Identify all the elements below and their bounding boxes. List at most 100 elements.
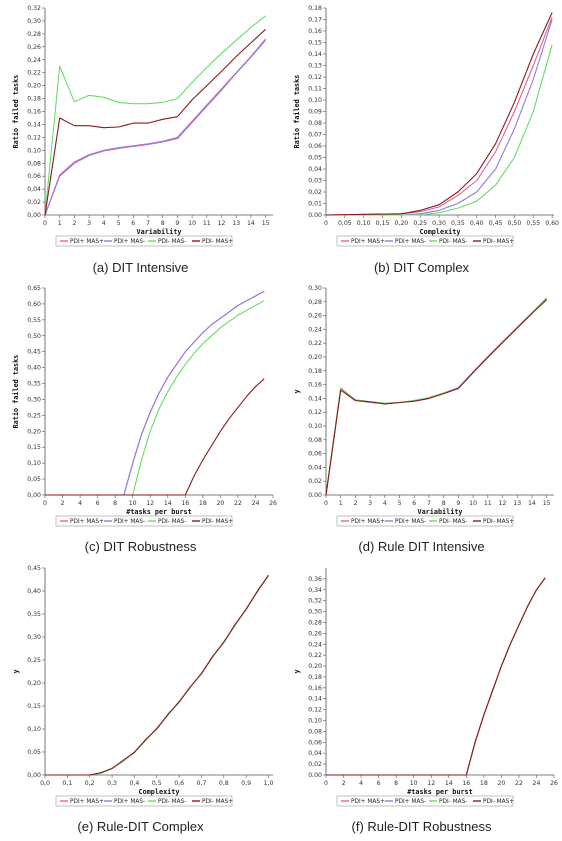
y-tick-label: 0,22 xyxy=(27,70,41,77)
x-axis-label: Variability xyxy=(417,508,462,516)
x-tick-label: 0 xyxy=(324,220,328,227)
x-tick-label: 2 xyxy=(342,780,346,787)
x-tick-label: 0,45 xyxy=(489,220,503,227)
y-tick-label: 0,03 xyxy=(308,178,322,185)
x-tick-label: 14 xyxy=(445,780,453,787)
series-line-pdi-mas- xyxy=(326,577,546,776)
y-tick-label: 0,06 xyxy=(308,143,322,150)
y-tick-label: 0,40 xyxy=(27,588,41,595)
y-tick-label: 0,02 xyxy=(308,761,322,768)
y-axis-label: Ratio failed tasks xyxy=(293,75,301,149)
series-line-pdi-mas- xyxy=(44,39,267,216)
x-axis-label: Complexity xyxy=(420,228,461,236)
y-axis-label: y xyxy=(293,389,301,393)
series-line-pdi-mas- xyxy=(44,38,267,216)
x-tick-label: 0,7 xyxy=(197,780,207,787)
series-line-pdi-mas- xyxy=(326,577,546,776)
y-tick-label: 0,10 xyxy=(308,718,322,725)
y-tick-label: 0,22 xyxy=(308,340,322,347)
x-tick-label: 0 xyxy=(43,500,47,507)
x-tick-label: 6 xyxy=(96,500,100,507)
x-tick-label: 5 xyxy=(398,500,402,507)
x-tick-label: 10 xyxy=(410,780,418,787)
y-tick-label: 0,08 xyxy=(308,120,322,127)
x-tick-label: 12 xyxy=(146,500,154,507)
y-tick-label: 0,12 xyxy=(27,134,41,141)
y-tick-label: 0,25 xyxy=(27,412,41,419)
x-tick-label: 14 xyxy=(164,500,172,507)
legend-label: PDI- MAS- xyxy=(158,239,186,245)
y-tick-label: 0,26 xyxy=(308,313,322,320)
legend-label: PDI- MAS- xyxy=(158,799,186,805)
x-tick-label: 11 xyxy=(203,220,211,227)
legend-label: PDI- MAS+ xyxy=(483,239,514,245)
y-tick-label: 0,28 xyxy=(27,31,41,38)
y-tick-label: 0,05 xyxy=(308,155,322,162)
y-tick-label: 0,32 xyxy=(308,598,322,605)
y-tick-label: 0,11 xyxy=(308,86,322,93)
y-tick-label: 0,10 xyxy=(27,147,41,154)
y-tick-label: 0,08 xyxy=(308,728,322,735)
x-tick-label: 3 xyxy=(368,500,372,507)
chart-b: 0,00 0,01 0,02 0,03 0,04 0,05 0,06 0,07 0,08 0,09… xyxy=(293,5,559,247)
y-tick-label: 0,10 xyxy=(308,423,322,430)
chart-panel-c: 0,00 0,05 0,10 0,15 0,20 0,25 0,30 0,35 0,40 0,45… xyxy=(0,280,281,560)
y-tick-label: 0,04 xyxy=(308,464,322,471)
x-tick-label: 14 xyxy=(528,500,536,507)
legend-label: PDI+ MAS+ xyxy=(351,799,385,805)
x-tick-label: 0,2 xyxy=(85,780,95,787)
y-tick-label: 0,40 xyxy=(27,365,41,372)
y-tick-label: 0,16 xyxy=(27,109,41,116)
x-axis-label: Complexity xyxy=(139,788,180,796)
legend-label: PDI+ MAS- xyxy=(114,519,145,525)
legend-label: PDI- MAS- xyxy=(158,519,186,525)
y-tick-label: 0,50 xyxy=(27,333,41,340)
x-tick-label: 0,50 xyxy=(508,220,522,227)
x-tick-label: 0,9 xyxy=(241,780,251,787)
x-tick-label: 0,30 xyxy=(432,220,446,227)
x-tick-label: 6 xyxy=(377,780,381,787)
legend-box xyxy=(55,515,233,527)
y-tick-label: 0,00 xyxy=(308,212,322,219)
x-tick-label: 5 xyxy=(117,220,121,227)
y-axis-label: y xyxy=(293,669,301,673)
legend-label: PDI- MAS+ xyxy=(483,799,514,805)
y-tick-label: 0,08 xyxy=(308,437,322,444)
series-line-pdi-mas- xyxy=(45,290,265,496)
y-tick-label: 0,14 xyxy=(308,51,322,58)
series-line-pdi-mas- xyxy=(45,575,269,776)
series-line-pdi-mas- xyxy=(45,378,265,496)
x-tick-label: 0 xyxy=(43,220,47,227)
x-tick-label: 0,0 xyxy=(40,780,50,787)
y-tick-label: 0,22 xyxy=(308,652,322,659)
y-tick-label: 0,45 xyxy=(27,565,41,572)
y-tick-label: 0,02 xyxy=(308,478,322,485)
y-tick-label: 0,02 xyxy=(27,199,41,206)
y-tick-label: 0,30 xyxy=(27,18,41,25)
x-tick-label: 11 xyxy=(484,500,492,507)
y-tick-label: 0,06 xyxy=(308,739,322,746)
x-tick-label: 6 xyxy=(412,500,416,507)
x-tick-label: 0,60 xyxy=(545,220,559,227)
x-tick-label: 0,1 xyxy=(62,780,72,787)
series-line-pdi-mas- xyxy=(45,574,269,776)
x-tick-label: 15 xyxy=(262,220,270,227)
x-tick-label: 13 xyxy=(513,500,521,507)
x-tick-label: 8 xyxy=(394,780,398,787)
x-tick-label: 16 xyxy=(181,500,189,507)
y-tick-label: 0,35 xyxy=(27,611,41,618)
y-tick-label: 0,15 xyxy=(27,444,41,451)
series-line-pdi-mas- xyxy=(326,44,553,216)
chart-panel-e: 0,00 0,05 0,10 0,15 0,20 0,25 0,30 0,35 0,40 0,45… xyxy=(0,560,281,840)
legend-label: PDI+ MAS+ xyxy=(351,239,385,245)
x-tick-label: 2 xyxy=(72,220,76,227)
y-tick-label: 0,09 xyxy=(308,109,322,116)
chart-e: 0,00 0,05 0,10 0,15 0,20 0,25 0,30 0,35 0,40 0,45… xyxy=(12,565,274,807)
x-tick-label: 1,0 xyxy=(264,780,274,787)
x-tick-label: 2 xyxy=(353,500,357,507)
x-tick-label: 0,55 xyxy=(526,220,540,227)
y-axis-label: y xyxy=(12,669,20,673)
y-tick-label: 0,06 xyxy=(308,451,322,458)
y-tick-label: 0,16 xyxy=(308,28,322,35)
chart-f: 0,00 0,02 0,04 0,06 0,08 0,10 0,12 0,14 0,16 0,18… xyxy=(293,568,558,807)
